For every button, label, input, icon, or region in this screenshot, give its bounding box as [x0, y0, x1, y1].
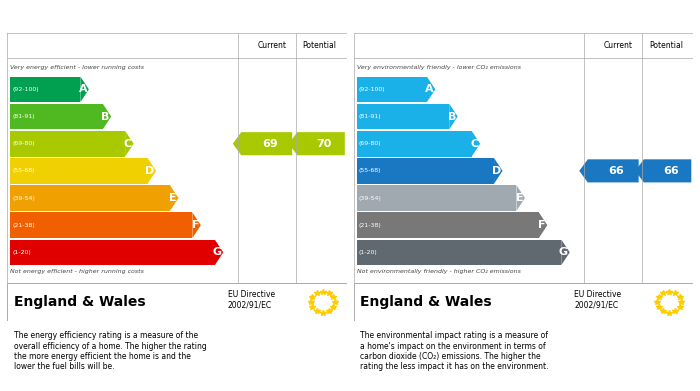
Text: A: A	[425, 84, 433, 94]
Text: (21-38): (21-38)	[358, 223, 382, 228]
Text: B: B	[102, 111, 109, 122]
Text: Potential: Potential	[649, 41, 682, 50]
Bar	[10, 185, 170, 211]
Text: G: G	[212, 248, 222, 257]
Bar	[357, 77, 427, 102]
Text: 70: 70	[316, 139, 332, 149]
Polygon shape	[472, 131, 480, 156]
Text: 66: 66	[663, 166, 679, 176]
Text: Very environmentally friendly - lower CO₂ emissions: Very environmentally friendly - lower CO…	[357, 65, 521, 70]
Text: (81-91): (81-91)	[358, 114, 382, 119]
Bar	[357, 212, 539, 238]
FancyBboxPatch shape	[7, 283, 346, 321]
Text: (39-54): (39-54)	[12, 196, 35, 201]
Text: B: B	[448, 111, 456, 122]
Polygon shape	[170, 185, 178, 211]
Polygon shape	[289, 132, 345, 155]
Text: (55-68): (55-68)	[358, 169, 381, 173]
Text: England & Wales: England & Wales	[360, 295, 492, 309]
Text: The environmental impact rating is a measure of
a home's impact on the environme: The environmental impact rating is a mea…	[360, 331, 549, 371]
Polygon shape	[427, 77, 435, 102]
Text: Not environmentally friendly - higher CO₂ emissions: Not environmentally friendly - higher CO…	[357, 269, 521, 274]
Bar	[357, 104, 449, 129]
Text: (92-100): (92-100)	[12, 87, 38, 92]
Text: (39-54): (39-54)	[358, 196, 382, 201]
Bar	[10, 131, 125, 156]
Text: A: A	[78, 84, 87, 94]
Bar	[357, 158, 494, 184]
Polygon shape	[449, 104, 458, 129]
Polygon shape	[215, 240, 223, 265]
Bar	[357, 240, 561, 265]
Polygon shape	[517, 185, 525, 211]
Text: (21-38): (21-38)	[12, 223, 35, 228]
Text: Energy Efficiency Rating: Energy Efficiency Rating	[14, 10, 186, 23]
Polygon shape	[580, 159, 638, 183]
Text: (69-80): (69-80)	[12, 141, 35, 146]
Text: E: E	[516, 193, 524, 203]
Text: E: E	[169, 193, 176, 203]
Polygon shape	[193, 212, 201, 238]
Bar	[10, 212, 192, 238]
Text: D: D	[145, 166, 154, 176]
Bar	[10, 158, 148, 184]
FancyBboxPatch shape	[354, 283, 693, 321]
Polygon shape	[233, 132, 292, 155]
Text: Very energy efficient - lower running costs: Very energy efficient - lower running co…	[10, 65, 144, 70]
Bar	[357, 131, 472, 156]
Text: 66: 66	[609, 166, 624, 176]
Polygon shape	[494, 158, 503, 184]
Polygon shape	[125, 131, 134, 156]
Text: England & Wales: England & Wales	[14, 295, 146, 309]
Text: F: F	[538, 220, 546, 230]
Text: G: G	[559, 248, 568, 257]
Bar	[10, 240, 215, 265]
Bar	[10, 77, 80, 102]
Text: (69-80): (69-80)	[358, 141, 382, 146]
Text: The energy efficiency rating is a measure of the
overall efficiency of a home. T: The energy efficiency rating is a measur…	[14, 331, 206, 371]
Bar	[10, 104, 103, 129]
Text: EU Directive
2002/91/EC: EU Directive 2002/91/EC	[574, 291, 622, 310]
Text: (1-20): (1-20)	[358, 250, 377, 255]
Text: (92-100): (92-100)	[358, 87, 385, 92]
Text: Potential: Potential	[302, 41, 336, 50]
Polygon shape	[561, 240, 570, 265]
Polygon shape	[539, 212, 547, 238]
Polygon shape	[103, 104, 111, 129]
Bar	[357, 185, 517, 211]
Polygon shape	[636, 159, 692, 183]
Text: Environmental Impact (CO₂) Rating: Environmental Impact (CO₂) Rating	[360, 10, 606, 23]
Text: F: F	[192, 220, 199, 230]
Text: D: D	[491, 166, 500, 176]
Text: (81-91): (81-91)	[12, 114, 35, 119]
Text: EU Directive
2002/91/EC: EU Directive 2002/91/EC	[228, 291, 275, 310]
Text: C: C	[124, 139, 132, 149]
Text: C: C	[470, 139, 478, 149]
Polygon shape	[148, 158, 156, 184]
Polygon shape	[80, 77, 89, 102]
Text: Current: Current	[258, 41, 286, 50]
Text: (55-68): (55-68)	[12, 169, 34, 173]
Text: Current: Current	[604, 41, 633, 50]
Text: Not energy efficient - higher running costs: Not energy efficient - higher running co…	[10, 269, 144, 274]
Text: 69: 69	[262, 139, 278, 149]
Text: (1-20): (1-20)	[12, 250, 31, 255]
